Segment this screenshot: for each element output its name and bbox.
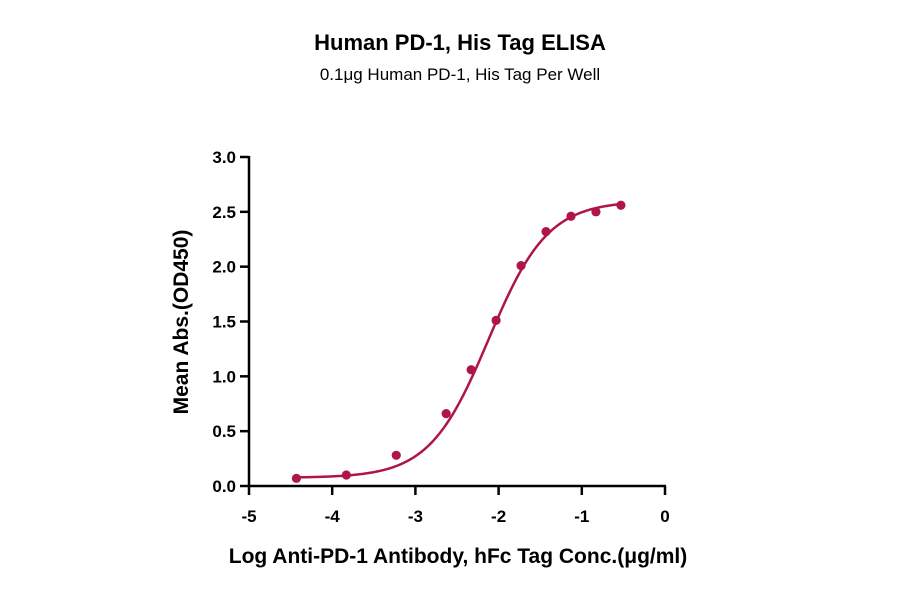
y-tick-label: 0.0 (212, 477, 236, 496)
data-point (466, 365, 476, 375)
fit-curve (296, 202, 622, 479)
y-axis-ticks: 0.0 0.5 1.0 1.5 2.0 2.5 3.0 (212, 148, 249, 496)
data-point (516, 260, 526, 271)
data-point (541, 226, 551, 237)
data-point (391, 450, 401, 460)
x-tick-label: -1 (574, 507, 589, 526)
y-tick-label: 2.0 (212, 258, 236, 277)
chart-subtitle: 0.1μg Human PD-1, His Tag Per Well (320, 65, 600, 84)
data-point (341, 470, 351, 480)
x-tick-label: -4 (325, 507, 341, 526)
x-axis-label: Log Anti-PD-1 Antibody, hFc Tag Conc.(μg… (229, 545, 687, 568)
chart-title: Human PD-1, His Tag ELISA (314, 30, 606, 55)
y-tick-label: 1.0 (212, 367, 236, 386)
data-point (616, 200, 626, 210)
data-point (291, 473, 302, 483)
data-point (566, 211, 576, 221)
x-tick-label: -5 (241, 507, 256, 526)
data-point (491, 315, 501, 326)
y-tick-label: 2.5 (212, 203, 236, 222)
data-points (291, 200, 626, 483)
x-tick-label: 0 (660, 507, 669, 526)
y-tick-label: 1.5 (212, 313, 236, 332)
y-axis-label: Mean Abs.(OD450) (170, 230, 193, 415)
y-tick-label: 0.5 (212, 422, 236, 441)
x-axis-ticks: -5 -4 -3 -2 -1 0 (241, 486, 670, 526)
y-tick-label: 3.0 (212, 148, 236, 167)
data-point (591, 207, 601, 217)
x-tick-label: -3 (408, 507, 423, 526)
x-tick-label: -2 (491, 507, 506, 526)
data-point (441, 409, 451, 419)
